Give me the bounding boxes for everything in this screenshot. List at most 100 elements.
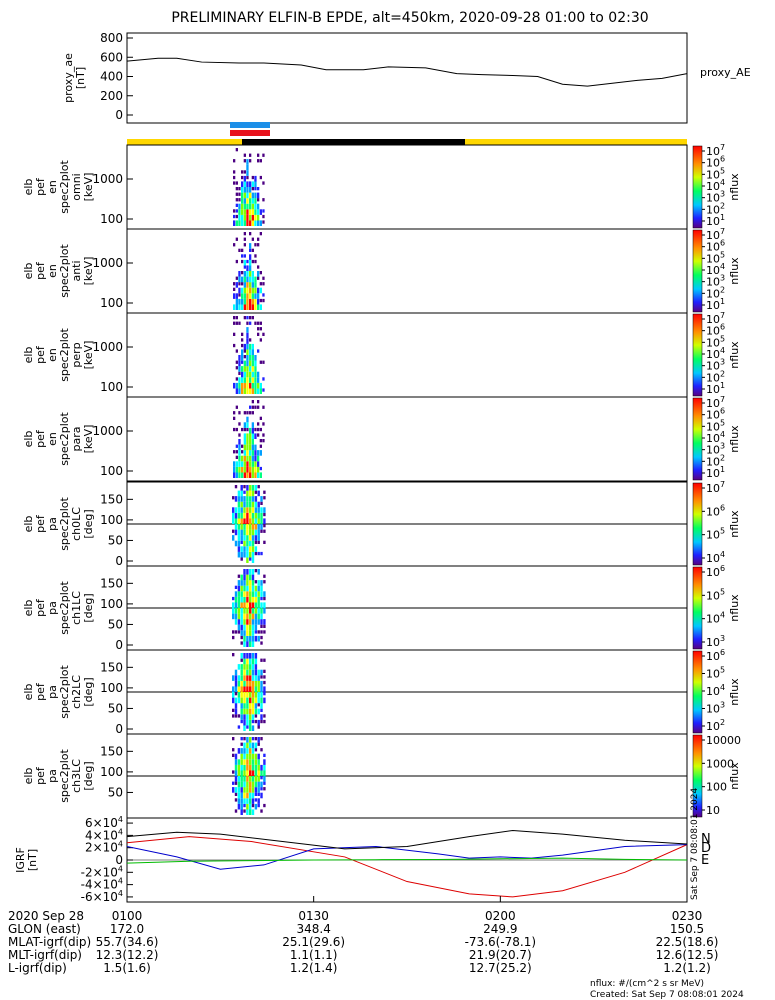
heatmap-cell xyxy=(251,574,255,581)
heatmap-cell xyxy=(243,540,246,547)
heatmap-cell xyxy=(240,619,243,625)
heatmap-cell xyxy=(243,355,246,359)
y-axis-label-line: pef xyxy=(34,261,47,280)
heatmap-cell xyxy=(257,675,260,681)
plot-title: PRELIMINARY ELFIN-B EPDE, alt=450km, 202… xyxy=(171,10,648,26)
heatmap-cell xyxy=(238,209,241,215)
y-axis-label-line: en xyxy=(46,264,59,278)
heatmap-cell xyxy=(233,175,236,180)
heatmap-cell xyxy=(243,776,246,782)
heatmap-cell xyxy=(251,653,255,659)
heatmap-cell xyxy=(251,355,254,361)
heatmap-cell xyxy=(235,427,238,432)
heatmap-cell xyxy=(237,512,241,519)
heatmap-cell xyxy=(257,214,260,221)
y-tick-label: 0 xyxy=(115,108,123,122)
panel-y-label: elb pef pa spec2plot ch1LC [deg] xyxy=(22,581,95,635)
heatmap-cell xyxy=(238,439,241,445)
y-axis-label-line: elb xyxy=(22,516,35,533)
date-label: 2020 Sep 28 xyxy=(8,909,84,923)
heatmap-cell xyxy=(234,496,238,502)
heatmap-cell xyxy=(257,276,260,280)
heatmap-cell xyxy=(235,293,238,299)
heatmap-cell xyxy=(251,298,254,305)
heatmap-cell xyxy=(263,675,266,679)
heatmap-cell xyxy=(241,220,244,226)
heatmap-cell xyxy=(246,540,249,547)
heatmap-cell xyxy=(251,366,254,372)
heatmap-cell xyxy=(249,753,252,760)
igrf-series-line-black xyxy=(126,829,688,850)
heatmap-cell xyxy=(237,596,241,603)
heatmap-cell xyxy=(246,596,249,603)
heatmap-cell xyxy=(235,259,238,264)
heatmap-cell xyxy=(254,455,257,462)
heatmap-cell xyxy=(238,433,241,437)
heatmap-cell xyxy=(249,343,252,350)
heatmap-cell xyxy=(263,714,266,718)
heatmap-cell xyxy=(251,719,255,724)
heatmap-cell xyxy=(243,159,246,163)
heatmap-cell xyxy=(254,187,257,191)
heatmap-cell xyxy=(243,613,246,620)
heatmap-cell xyxy=(262,293,265,297)
heatmap-cell xyxy=(249,703,252,709)
heatmap-cell xyxy=(260,591,263,597)
heatmap-cell xyxy=(263,686,266,692)
heatmap-cell xyxy=(257,293,260,299)
heatmap-cell xyxy=(251,781,255,788)
heatmap-cell xyxy=(240,529,243,536)
ephem-row-label: MLT-igrf(dip) xyxy=(8,948,82,962)
colorbar-tick-label: 101 xyxy=(706,381,725,396)
heatmap-cell xyxy=(249,557,252,561)
heatmap-cell xyxy=(240,742,243,746)
colorbar-label: nflux xyxy=(728,594,741,622)
heatmap-cell xyxy=(257,569,260,575)
heatmap-cell xyxy=(254,512,258,519)
heatmap-cell xyxy=(243,461,246,467)
heatmap-cell xyxy=(241,214,244,221)
heatmap-cell xyxy=(246,501,249,508)
heatmap-cell xyxy=(246,276,249,283)
heatmap-cell xyxy=(249,781,252,788)
heatmap-cell xyxy=(243,422,246,428)
heatmap-cell xyxy=(246,355,249,361)
heatmap-cell xyxy=(232,529,235,533)
y-tick-label: 150 xyxy=(100,492,123,506)
heatmap-cell xyxy=(237,619,241,625)
heatmap-cell xyxy=(249,405,252,409)
heatmap-cell xyxy=(234,792,238,796)
heatmap-cell xyxy=(254,624,258,631)
panel-y-label: elb pef pa spec2plot ch2LC [deg] xyxy=(22,665,95,719)
y-tick-label: 100 xyxy=(100,765,123,779)
heatmap-cell xyxy=(251,524,255,530)
heatmap-cell xyxy=(257,209,260,215)
heatmap-cell xyxy=(238,461,241,467)
y-axis-label-line: [keV] xyxy=(82,425,95,454)
y-axis-label-line: ch1LC xyxy=(70,591,83,625)
heatmap-cell xyxy=(254,630,258,634)
heatmap-cell xyxy=(233,332,236,336)
heatmap-cell xyxy=(232,686,235,692)
y-axis-label-line: elb xyxy=(22,263,35,280)
heatmap-cell xyxy=(249,259,252,266)
heatmap-cell xyxy=(263,580,266,584)
heatmap-cell xyxy=(246,220,249,226)
heatmap-cell xyxy=(234,703,238,709)
heatmap-cell xyxy=(257,450,260,456)
heatmap-cell xyxy=(238,377,241,383)
heatmap-cell xyxy=(251,580,255,586)
heatmap-cell xyxy=(234,675,238,681)
heatmap-cell xyxy=(254,433,257,439)
heatmap-cell xyxy=(234,619,238,625)
heatmap-cell xyxy=(251,686,255,692)
heatmap-cell xyxy=(237,546,241,552)
y-tick-label: 100 xyxy=(100,681,123,695)
heatmap-cell xyxy=(235,276,238,280)
heatmap-cell xyxy=(254,524,258,530)
heatmap-cell xyxy=(251,349,254,355)
heatmap-cell xyxy=(241,349,244,355)
heatmap-cell xyxy=(240,551,243,558)
y-axis-label-line: en xyxy=(46,432,59,446)
